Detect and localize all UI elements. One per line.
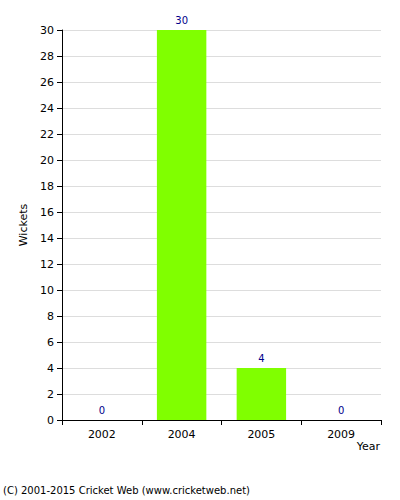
svg-text:2004: 2004 <box>168 428 196 441</box>
svg-text:12: 12 <box>40 258 54 271</box>
svg-text:22: 22 <box>40 128 54 141</box>
svg-text:4: 4 <box>47 362 54 375</box>
svg-text:0: 0 <box>47 414 54 427</box>
svg-text:2005: 2005 <box>247 428 275 441</box>
svg-text:26: 26 <box>40 76 54 89</box>
svg-text:10: 10 <box>40 284 54 297</box>
svg-text:4: 4 <box>258 353 264 364</box>
svg-text:6: 6 <box>47 336 54 349</box>
svg-text:20: 20 <box>40 154 54 167</box>
svg-text:14: 14 <box>40 232 54 245</box>
svg-text:8: 8 <box>47 310 54 323</box>
svg-text:18: 18 <box>40 180 54 193</box>
svg-text:2: 2 <box>47 388 54 401</box>
svg-text:24: 24 <box>40 102 54 115</box>
svg-text:(C) 2001-2015 Cricket Web (www: (C) 2001-2015 Cricket Web (www.cricketwe… <box>3 485 250 496</box>
svg-text:0: 0 <box>338 405 344 416</box>
svg-text:Year: Year <box>356 440 381 453</box>
svg-text:0: 0 <box>99 405 105 416</box>
svg-text:2002: 2002 <box>88 428 116 441</box>
svg-text:28: 28 <box>40 50 54 63</box>
svg-text:30: 30 <box>175 15 188 26</box>
svg-text:2009: 2009 <box>327 428 355 441</box>
svg-text:16: 16 <box>40 206 54 219</box>
svg-text:30: 30 <box>40 24 54 37</box>
svg-text:Wickets: Wickets <box>17 203 30 246</box>
